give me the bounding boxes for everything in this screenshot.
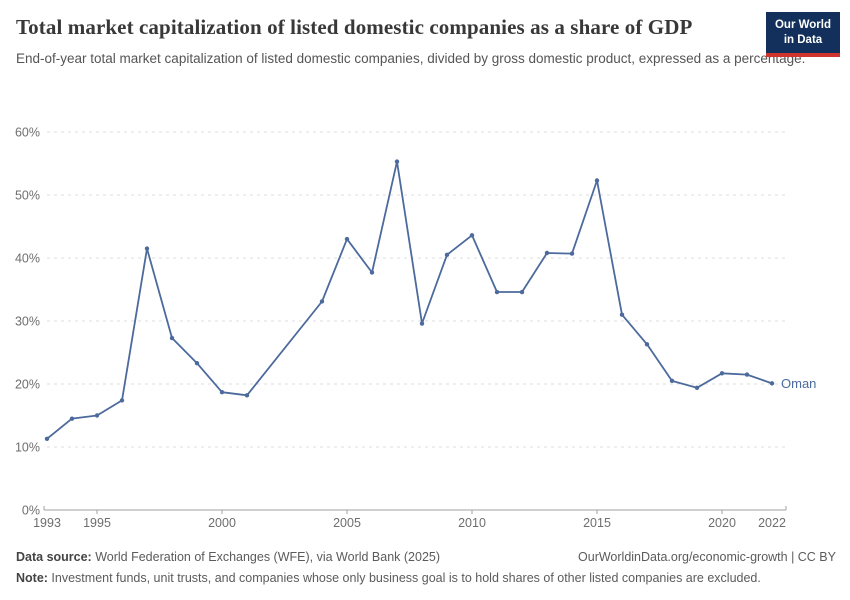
y-axis-label: 10%	[15, 441, 40, 455]
data-point[interactable]	[669, 378, 675, 384]
data-point[interactable]	[594, 178, 600, 183]
x-axis-label: 1995	[83, 516, 111, 530]
data-point[interactable]	[194, 361, 200, 366]
data-point[interactable]	[469, 233, 475, 238]
data-point[interactable]	[144, 246, 150, 251]
data-point[interactable]	[719, 371, 725, 376]
data-point[interactable]	[369, 270, 375, 275]
data-point[interactable]	[694, 385, 700, 390]
data-point[interactable]	[494, 289, 500, 295]
header: Total market capitalization of listed do…	[0, 0, 850, 68]
data-source: Data source: World Federation of Exchang…	[16, 548, 440, 567]
data-point[interactable]	[344, 236, 350, 242]
page-title: Total market capitalization of listed do…	[16, 15, 693, 39]
data-point[interactable]	[94, 413, 100, 418]
data-point[interactable]	[319, 299, 325, 304]
x-axis-label: 2010	[458, 516, 486, 530]
y-axis-label: 40%	[15, 252, 40, 266]
x-axis-label: 2020	[708, 516, 736, 530]
data-point[interactable]	[544, 250, 550, 256]
data-point[interactable]	[419, 321, 425, 326]
data-point[interactable]	[169, 335, 175, 341]
data-point[interactable]	[519, 289, 525, 295]
owid-logo-line1: Our World	[774, 19, 831, 31]
footer-note-row: Note: Investment funds, unit trusts, and…	[16, 569, 836, 588]
y-axis-label: 50%	[15, 189, 40, 203]
page-subtitle: End-of-year total market capitalization …	[16, 50, 806, 66]
y-axis-label: 0%	[22, 504, 40, 518]
chart-svg[interactable]: 0% 10% 20% 30% 40% 50% 60% 1993 1995 2000 2005 2010…	[0, 118, 850, 543]
x-axis-label: 2000	[208, 516, 236, 530]
owid-logo-line2: in Data	[783, 33, 823, 46]
y-axis-label: 60%	[15, 126, 40, 140]
owid-link[interactable]: OurWorldinData.org/economic-growth | CC …	[578, 549, 836, 564]
series-label[interactable]: Oman	[781, 376, 816, 391]
x-axis-label: 2022	[758, 516, 786, 530]
data-point[interactable]	[444, 252, 450, 258]
data-source-label: Data source:	[16, 549, 92, 564]
note-label: Note:	[16, 571, 48, 586]
data-point[interactable]	[394, 159, 400, 164]
data-point[interactable]	[619, 312, 625, 317]
data-point[interactable]	[569, 251, 575, 256]
data-point[interactable]	[744, 372, 750, 377]
y-axis-label: 20%	[15, 378, 40, 392]
data-point[interactable]	[119, 398, 125, 403]
y-axis-label: 30%	[15, 315, 40, 329]
data-point[interactable]	[219, 389, 225, 395]
series-line[interactable]	[46, 160, 773, 440]
owid-logo[interactable]: Our World in Data	[766, 12, 840, 57]
footer: Data source: World Federation of Exchang…	[16, 548, 836, 589]
data-point[interactable]	[69, 416, 75, 421]
x-axis-label: 2005	[333, 516, 361, 530]
note-text: Investment funds, unit trusts, and compa…	[47, 571, 761, 586]
x-axis-label: 2015	[583, 516, 611, 530]
data-point[interactable]	[244, 393, 250, 398]
data-point[interactable]	[44, 436, 50, 442]
data-point[interactable]	[644, 342, 650, 347]
footer-source-row: Data source: World Federation of Exchang…	[16, 548, 836, 567]
data-point[interactable]	[769, 381, 775, 386]
x-axis-label: 1993	[33, 516, 61, 530]
data-source-text: World Federation of Exchanges (WFE), via…	[91, 549, 441, 564]
